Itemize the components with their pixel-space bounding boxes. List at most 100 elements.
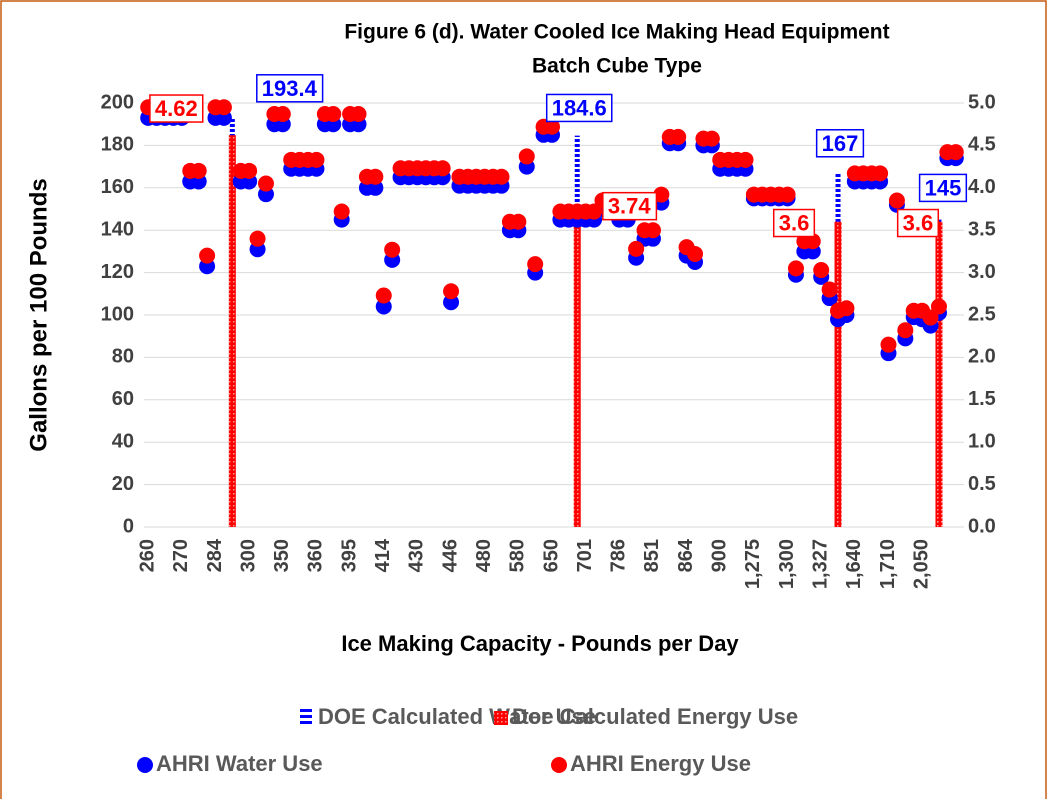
bar [834,221,842,527]
data-label: 3.6 [903,211,934,236]
legend-label: AHRI Water Use [156,751,323,776]
point [443,283,460,300]
point [872,165,889,182]
x-tick-label: 1,275 [742,539,764,589]
point [544,118,560,135]
legend-label: AHRI Energy Use [570,751,751,776]
point [375,287,392,304]
point [644,222,661,239]
y2-tick-label: 0.5 [968,473,996,495]
x-tick-label: 270 [170,539,192,572]
point [241,162,258,179]
data-label-box [256,74,324,103]
x-tick-label: 360 [305,539,327,572]
x-tick-label: 1,710 [877,539,899,589]
point [215,99,232,116]
y2-tick-label: 2.5 [968,303,996,325]
y2-tick-label: 0.0 [968,515,996,537]
point [787,260,804,277]
bar [935,221,943,527]
point [308,151,325,168]
point [813,262,830,279]
point [443,294,460,311]
x-tick-label: 430 [406,539,428,572]
point [527,256,544,273]
point [779,186,796,203]
point [325,106,342,123]
point [434,160,451,177]
x-tick-label: 350 [271,539,293,572]
point [922,309,939,326]
point [628,240,645,257]
point [888,192,905,209]
x-tick-label: 260 [136,539,158,572]
data-label: 4.62 [155,96,198,121]
x-axis-title: Ice Making Capacity - Pounds per Day [341,631,739,656]
point [670,128,687,145]
y2-tick-label: 3.5 [968,218,996,240]
data-label: 167 [822,131,859,156]
data-label: 145 [925,175,962,200]
data-label-box [772,208,816,238]
point [518,148,535,165]
point [897,322,914,339]
legend-swatch [551,757,567,773]
y-tick-label: 60 [112,388,134,410]
point [367,179,384,196]
point [367,168,384,185]
point [880,336,897,353]
y-axis-title: Gallons per 100 Pounds [25,178,52,451]
data-label-box [602,191,658,221]
x-tick-label: 284 [204,538,226,572]
x-tick-label: 2,050 [910,539,932,589]
point [199,247,216,264]
data-label-box [149,94,204,123]
legend-swatch [137,757,153,773]
legend-label: DOE Calculated Water Use [318,704,596,729]
point [257,175,274,192]
x-tick-label: 701 [574,539,596,572]
y2-tick-label: 5.0 [968,91,996,113]
point [350,106,367,123]
y2-tick-label: 3.0 [968,261,996,283]
x-tick-label: 480 [473,539,495,572]
point [249,230,266,247]
y-tick-label: 20 [112,473,134,495]
x-tick-label: 864 [675,538,697,572]
y-tick-label: 0 [123,515,134,537]
point [703,130,720,147]
data-label: 3.74 [608,194,652,219]
data-label: 193.4 [262,76,318,101]
point [687,245,704,262]
y2-tick-label: 4.0 [968,176,996,198]
point [274,106,291,123]
chart-title: Figure 6 (d). Water Cooled Ice Making He… [344,21,889,44]
x-tick-label: 650 [540,539,562,572]
point [510,213,527,230]
point [375,298,392,315]
data-label: 184.6 [552,95,607,120]
y-tick-label: 80 [112,346,134,368]
x-tick-label: 1,640 [843,539,865,589]
x-tick-label: 1,327 [809,539,831,589]
legend-label: Doe Calculated Energy Use [512,704,798,729]
point [821,281,838,298]
x-tick-label: 851 [641,539,663,572]
point [737,151,754,168]
y2-tick-label: 2.0 [968,346,996,368]
y2-tick-label: 1.5 [968,388,996,410]
bar [228,135,236,527]
point [586,203,603,220]
y-tick-label: 160 [101,176,134,198]
data-label: 3.6 [779,211,810,236]
y-tick-label: 40 [112,430,134,452]
chart-subtitle: Batch Cube Type [532,55,702,78]
point [384,241,401,258]
x-tick-label: 300 [237,539,259,572]
data-label-box [545,93,613,123]
y-tick-label: 200 [101,91,134,113]
y-tick-label: 140 [101,218,134,240]
y2-tick-label: 1.0 [968,430,996,452]
x-tick-label: 395 [338,539,360,572]
